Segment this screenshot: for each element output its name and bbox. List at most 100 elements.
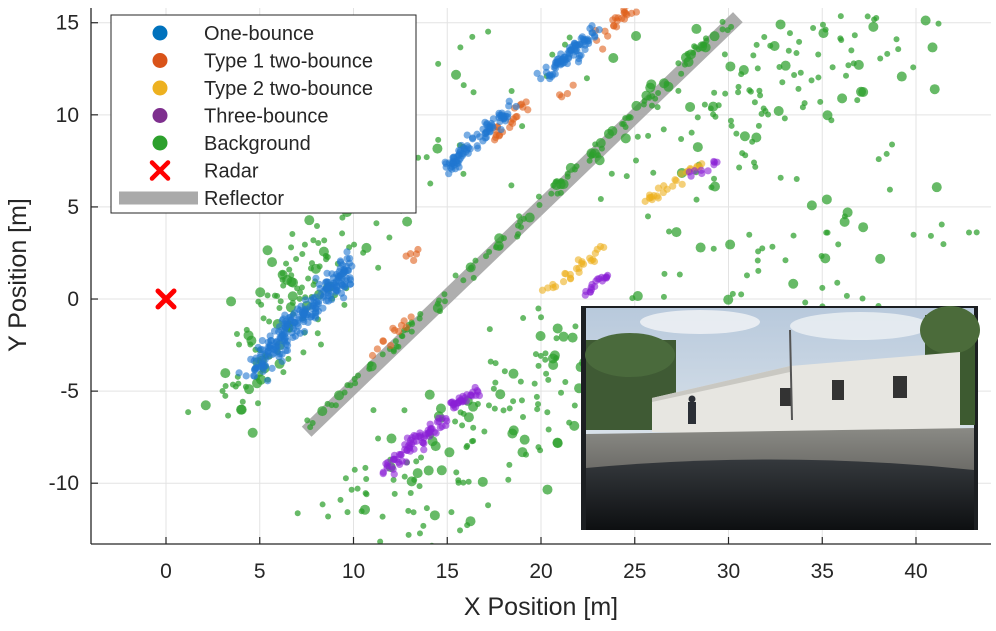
data-point	[235, 380, 242, 387]
data-point	[286, 266, 293, 273]
data-point	[429, 545, 439, 555]
data-point	[293, 256, 300, 263]
data-point	[692, 44, 699, 51]
photo-person	[688, 395, 696, 403]
data-point	[408, 319, 415, 326]
photo-trees-left	[585, 333, 675, 377]
data-point	[494, 233, 505, 244]
data-point	[286, 276, 297, 287]
data-point	[755, 122, 762, 129]
data-point	[759, 245, 766, 252]
data-point	[520, 414, 527, 421]
data-point	[817, 98, 824, 105]
data-point	[338, 274, 346, 282]
data-point	[317, 341, 324, 348]
legend-item: Background	[152, 133, 311, 155]
data-point	[536, 202, 543, 209]
data-point	[537, 352, 544, 359]
data-point	[544, 409, 551, 416]
data-point	[459, 422, 466, 429]
data-point	[226, 296, 237, 307]
data-point	[719, 26, 726, 33]
data-point	[751, 159, 758, 166]
x-tick-label: 15	[436, 560, 459, 583]
data-point	[693, 196, 700, 203]
data-point	[408, 434, 416, 442]
data-point	[755, 248, 762, 255]
data-point	[469, 135, 477, 143]
data-point	[780, 60, 791, 71]
data-point	[412, 468, 423, 479]
data-point	[274, 293, 281, 300]
data-point	[337, 496, 344, 503]
data-point	[727, 117, 734, 124]
legend-marker-dot	[152, 80, 168, 96]
data-point	[297, 302, 305, 310]
data-point	[762, 108, 769, 115]
data-point	[542, 63, 550, 71]
data-point	[486, 128, 494, 136]
series-three-bounce	[379, 157, 721, 478]
photo-window	[893, 376, 907, 398]
data-point	[460, 277, 467, 284]
data-point	[346, 254, 354, 263]
data-point	[468, 401, 479, 412]
data-point	[406, 476, 417, 487]
data-point	[708, 101, 719, 112]
data-point	[648, 102, 655, 109]
x-tick-label: 0	[160, 560, 172, 583]
data-point	[671, 227, 682, 238]
photo-building-roof	[652, 366, 790, 402]
data-point	[311, 293, 319, 301]
data-point	[829, 64, 836, 71]
data-point	[775, 19, 786, 30]
data-point	[450, 400, 458, 408]
data-point	[704, 167, 712, 175]
data-point	[366, 361, 377, 372]
data-point	[448, 509, 455, 516]
legend: One-bounce Type 1 two-bounce Type 2 two-bo…	[110, 14, 417, 214]
data-point	[886, 186, 893, 193]
data-point	[796, 0, 806, 4]
data-point	[592, 141, 599, 148]
photo-cloud	[640, 310, 760, 334]
data-point	[571, 402, 578, 409]
data-point	[363, 491, 370, 498]
data-point	[935, 20, 942, 27]
data-point	[736, 164, 743, 171]
data-point	[313, 223, 320, 230]
data-point	[309, 420, 316, 427]
legend-label: One-bounce	[204, 23, 314, 45]
data-point	[219, 387, 226, 394]
x-tick-label: 40	[904, 560, 927, 583]
data-point	[821, 194, 832, 205]
data-point	[258, 336, 266, 345]
data-point	[728, 122, 735, 129]
data-point	[427, 180, 434, 187]
data-point	[319, 501, 326, 508]
data-point	[311, 563, 317, 569]
data-point	[966, 229, 973, 236]
data-point	[837, 13, 844, 20]
data-point	[455, 151, 463, 159]
data-point	[391, 326, 399, 334]
data-point	[542, 350, 549, 357]
data-point	[330, 588, 336, 594]
data-point	[551, 70, 559, 78]
data-point	[654, 104, 661, 111]
data-point	[497, 244, 504, 251]
data-point	[312, 274, 320, 282]
data-point	[273, 337, 281, 345]
data-point	[910, 231, 917, 238]
data-point	[645, 132, 652, 139]
data-point	[586, 157, 593, 164]
data-point	[329, 274, 337, 282]
data-point	[644, 213, 651, 220]
data-point	[457, 527, 464, 534]
data-point	[661, 270, 668, 277]
data-point	[671, 176, 679, 184]
data-point	[544, 284, 552, 292]
data-point	[285, 355, 292, 362]
data-point	[351, 375, 358, 382]
data-point	[810, 25, 817, 32]
